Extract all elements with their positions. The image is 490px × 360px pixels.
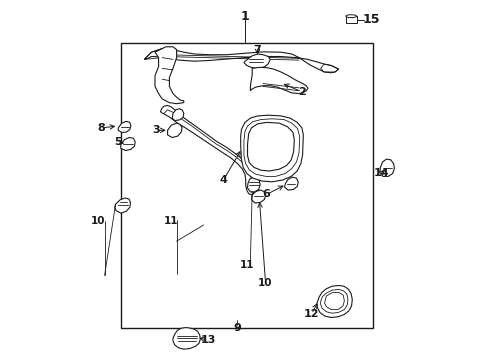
Polygon shape [244, 54, 270, 68]
Polygon shape [115, 198, 130, 213]
Polygon shape [285, 177, 298, 190]
Text: 1: 1 [241, 10, 249, 23]
Text: 8: 8 [98, 123, 106, 133]
Text: 10: 10 [258, 278, 273, 288]
Polygon shape [380, 159, 394, 176]
Polygon shape [160, 105, 255, 195]
Polygon shape [168, 123, 182, 138]
Polygon shape [118, 121, 131, 132]
Text: 4: 4 [220, 175, 227, 185]
Text: 12: 12 [304, 309, 319, 319]
Text: 11: 11 [164, 216, 179, 226]
Polygon shape [121, 138, 135, 150]
Text: 15: 15 [362, 13, 380, 26]
Bar [121, 43, 373, 328]
Text: 9: 9 [233, 323, 241, 333]
Polygon shape [247, 122, 294, 171]
Polygon shape [250, 67, 308, 94]
Bar [346, 16, 357, 23]
Polygon shape [144, 49, 339, 73]
Polygon shape [241, 115, 303, 182]
Text: 7: 7 [254, 45, 262, 55]
Polygon shape [173, 328, 200, 349]
Text: 14: 14 [374, 168, 390, 178]
Ellipse shape [346, 15, 357, 18]
Polygon shape [247, 177, 260, 192]
Text: 11: 11 [240, 260, 254, 270]
Text: 10: 10 [91, 216, 105, 226]
Polygon shape [317, 285, 352, 318]
Polygon shape [155, 47, 184, 104]
Polygon shape [172, 109, 184, 121]
Text: 3: 3 [152, 125, 160, 135]
Text: 2: 2 [298, 87, 306, 97]
Text: 6: 6 [263, 189, 270, 199]
Polygon shape [251, 190, 266, 203]
Text: 5: 5 [115, 137, 122, 147]
Text: 13: 13 [200, 335, 216, 345]
